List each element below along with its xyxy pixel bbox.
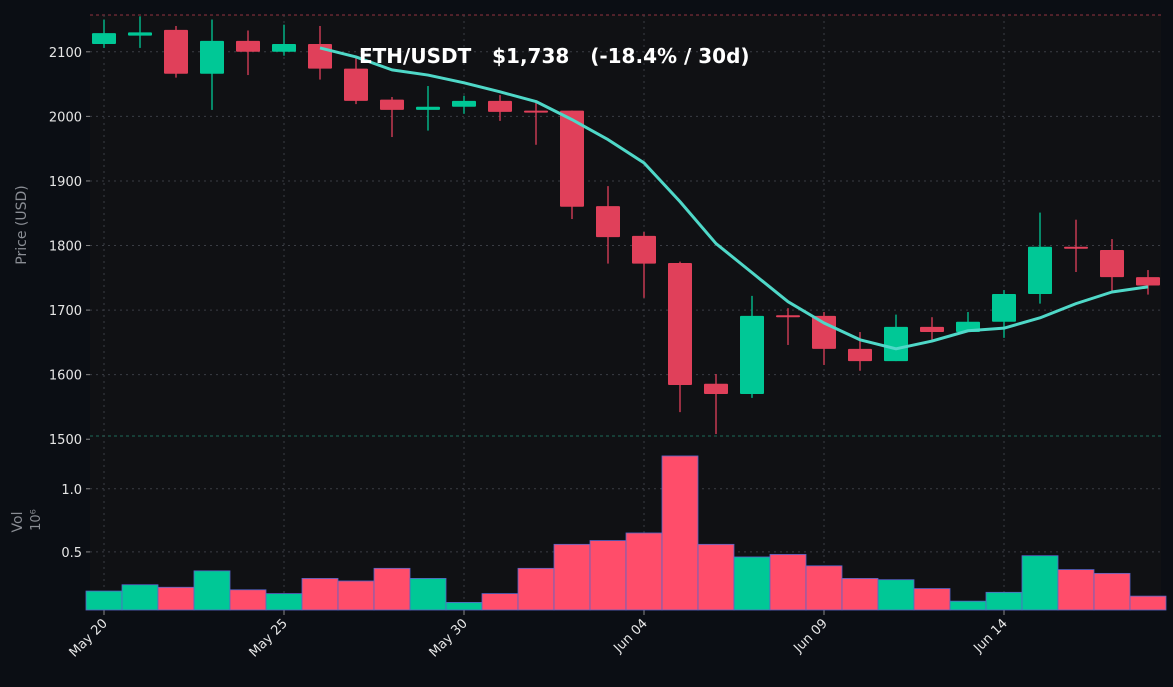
volume-axis-label: Vol [10, 512, 26, 533]
candle-body [1064, 246, 1088, 249]
volume-bar [661, 455, 699, 611]
candle-body [344, 68, 368, 101]
candle-body [452, 100, 476, 107]
candle-body [740, 315, 764, 395]
y-axis-label: Price (USD) [14, 185, 30, 264]
volume-bar [301, 578, 339, 611]
volume-bar [913, 588, 951, 611]
volume-bar [769, 554, 807, 611]
volume-bar [409, 578, 447, 611]
volume-bar [265, 593, 303, 611]
candle-body [992, 293, 1016, 322]
volume-bar [445, 602, 483, 611]
candle-body [884, 326, 908, 362]
chart-title: ETH/USDT $1,738 (-18.4% / 30d) [359, 44, 750, 68]
candle-body [1136, 277, 1160, 286]
volume-bar [373, 567, 411, 611]
y-tick-label: 1500 [49, 433, 82, 448]
volume-bar [1021, 555, 1059, 611]
volume-bar [1129, 595, 1167, 611]
candle-body [416, 106, 440, 110]
candle-body [128, 32, 152, 36]
volume-bar [157, 586, 195, 611]
candle-body [1028, 246, 1052, 294]
volume-bar [589, 540, 627, 611]
candle-body [704, 383, 728, 395]
volume-bar [553, 543, 591, 611]
volume-bar [517, 567, 555, 611]
volume-bar [193, 570, 231, 611]
volume-bar [841, 578, 879, 611]
volume-tick-label: 1.0 [61, 483, 82, 498]
candle-body [236, 40, 260, 52]
y-tick-label: 1700 [49, 304, 82, 319]
volume-bar [481, 593, 519, 611]
candle-body [596, 206, 620, 238]
candle-body [272, 44, 296, 52]
candle-body [668, 262, 692, 385]
candle-body [632, 235, 656, 264]
plot-area [90, 15, 1161, 610]
y-tick-label: 2000 [49, 110, 82, 125]
candle-body [92, 33, 116, 45]
volume-bar [697, 543, 735, 611]
volume-bar [1093, 572, 1131, 611]
candle-body [488, 100, 512, 112]
moving-average [319, 46, 1149, 351]
volume-bar [229, 589, 267, 611]
volume-bar [985, 591, 1023, 611]
candle-body [200, 40, 224, 74]
candle-body [848, 348, 872, 362]
volume-exponent: 10⁶ [29, 509, 44, 531]
volume-bar [337, 580, 375, 611]
volume-bar [805, 565, 843, 611]
candle-body [1100, 250, 1124, 278]
volume-bar [121, 584, 159, 611]
volume-bar [1057, 569, 1095, 611]
volume-bar [85, 590, 123, 611]
y-tick-label: 2100 [49, 46, 82, 61]
candle-body [812, 315, 836, 349]
candle-body [776, 315, 800, 318]
y-tick-label: 1900 [49, 175, 82, 190]
y-tick-label: 1600 [49, 369, 82, 384]
candle-body [920, 326, 944, 333]
volume-bar [625, 532, 663, 611]
candle-body [560, 110, 584, 207]
volume-bar [949, 600, 987, 611]
candle-body [524, 110, 548, 113]
volume-bar [733, 556, 771, 611]
candle-body [380, 99, 404, 110]
volume-tick-label: 0.5 [61, 546, 82, 561]
candle-body [308, 44, 332, 69]
volume-bar [877, 579, 915, 611]
candle-body [164, 29, 188, 74]
y-tick-label: 1800 [49, 240, 82, 255]
